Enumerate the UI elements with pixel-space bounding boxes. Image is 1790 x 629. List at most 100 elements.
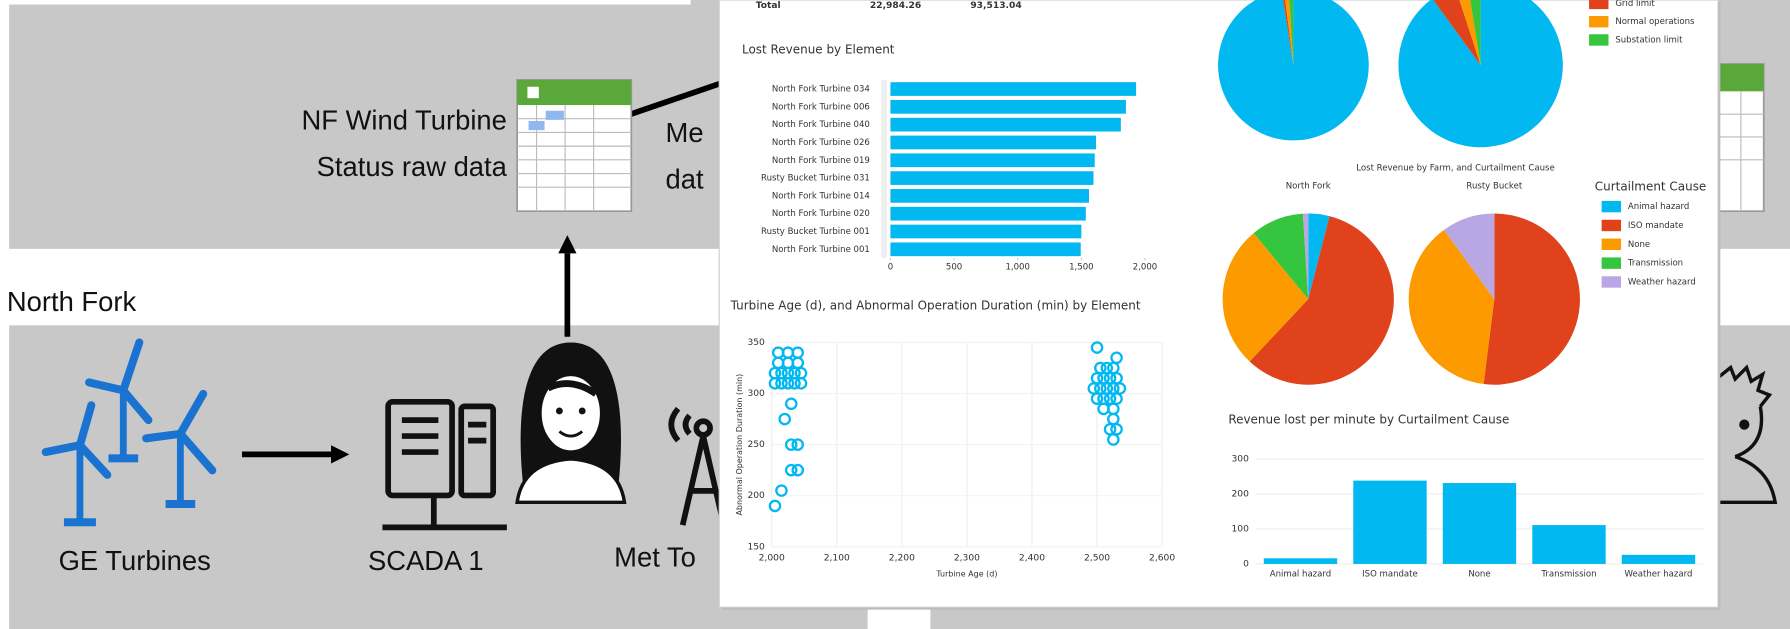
node-label: Met To xyxy=(614,542,696,573)
category-label: Rusty Bucket Turbine 031 xyxy=(761,174,870,184)
node-label: dat xyxy=(666,164,704,195)
scatter-point xyxy=(768,377,782,390)
x-tick-label: 2,300 xyxy=(954,554,980,564)
dashboard: Total 22,984.26 93,513.04 Lost Revenue b… xyxy=(718,0,1721,610)
scrollbar xyxy=(881,79,888,258)
y-tick-label: 100 xyxy=(1231,524,1249,534)
pie-slice xyxy=(1285,0,1294,66)
pie-slice xyxy=(1470,0,1481,66)
x-tick-label: None xyxy=(1468,570,1490,580)
legend-swatch xyxy=(1589,34,1609,46)
bar xyxy=(890,224,1082,239)
spreadsheet-icon xyxy=(1717,63,1765,213)
node-label: Status raw data xyxy=(317,151,508,182)
turbines-icon xyxy=(41,338,217,527)
pie-slice xyxy=(1433,0,1481,66)
bar xyxy=(890,82,1137,96)
bar xyxy=(1353,480,1427,564)
x-tick-label: 500 xyxy=(946,263,962,273)
x-tick-label: 2,000 xyxy=(1133,263,1157,273)
legend-label: Transmission xyxy=(1627,259,1683,269)
bar xyxy=(890,135,1096,150)
category-label: North Fork Turbine 026 xyxy=(772,138,870,148)
x-tick-label: 2,500 xyxy=(1084,554,1110,564)
spreadsheet-icon xyxy=(516,79,633,213)
bar xyxy=(1621,554,1696,564)
pie-slice xyxy=(1308,213,1330,300)
x-tick-label: 2,400 xyxy=(1019,554,1045,564)
pie-slice xyxy=(1253,213,1309,300)
bar xyxy=(890,100,1126,114)
legend-swatch xyxy=(1589,15,1609,28)
chart-title: Turbine Age (d), and Abnormal Operation … xyxy=(730,298,1141,312)
node-label: Me xyxy=(666,117,704,148)
scatter-point xyxy=(778,412,792,426)
scatter-point xyxy=(775,484,788,497)
x-tick-label: 2,000 xyxy=(759,554,785,564)
legend-swatch xyxy=(1601,219,1622,232)
y-tick-label: 350 xyxy=(747,338,765,348)
pie-slice xyxy=(1483,213,1580,385)
category-label: North Fork Turbine 040 xyxy=(772,120,870,130)
bar xyxy=(1263,558,1338,564)
pie-slice xyxy=(1218,0,1369,141)
category-label: North Fork Turbine 034 xyxy=(772,85,870,95)
x-axis-label: Turbine Age (d) xyxy=(935,570,997,579)
legend-swatch xyxy=(1601,276,1622,288)
bar xyxy=(890,206,1086,221)
scatter-point xyxy=(791,463,805,477)
x-tick-label: 2,600 xyxy=(1149,554,1175,564)
panel-gap xyxy=(0,0,691,5)
bar xyxy=(890,117,1121,132)
pie-slice xyxy=(1459,0,1481,66)
x-tick-label: 2,200 xyxy=(889,554,915,564)
chart-title: Revenue lost per minute by Curtailment C… xyxy=(1228,413,1509,427)
x-tick-label: 1,000 xyxy=(1005,263,1029,273)
legend-label: Normal operations xyxy=(1615,17,1695,27)
category-label: North Fork Turbine 001 xyxy=(772,245,870,255)
legend-label: Animal hazard xyxy=(1628,202,1689,212)
node-label: NF Wind Turbine xyxy=(301,104,506,135)
legend-label: ISO mandate xyxy=(1628,221,1684,231)
y-axis-label: Abnormal Operation Duration (min) xyxy=(735,374,744,516)
category-label: North Fork Turbine 019 xyxy=(772,156,870,166)
panel xyxy=(930,605,1790,629)
person-icon xyxy=(515,342,627,504)
x-tick-label: Transmission xyxy=(1540,570,1596,580)
tower-icon xyxy=(668,406,727,526)
x-tick-label: 0 xyxy=(888,263,893,273)
y-tick-label: 300 xyxy=(747,389,765,399)
scada-icon xyxy=(382,398,507,531)
pie-slice xyxy=(1302,213,1309,300)
y-tick-label: 150 xyxy=(747,542,765,552)
x-tick-label: Weather hazard xyxy=(1625,570,1693,580)
legend-swatch xyxy=(1601,257,1622,269)
chart-title: Lost Revenue by Farm, and Curtailment Ca… xyxy=(1356,163,1554,173)
bar xyxy=(1442,483,1517,564)
pie-slice xyxy=(1249,216,1394,385)
bar xyxy=(1532,525,1606,564)
scatter-point xyxy=(775,377,788,390)
x-tick-label: 1,500 xyxy=(1069,263,1093,273)
y-tick-label: 300 xyxy=(1231,454,1249,464)
category-label: North Fork Turbine 020 xyxy=(772,209,870,219)
pie-slice xyxy=(1408,229,1495,385)
legend-swatch xyxy=(1601,238,1622,251)
category-label: North Fork Turbine 006 xyxy=(772,102,870,112)
legend-title: Curtailment Cause xyxy=(1595,180,1707,194)
pie-slice xyxy=(1222,233,1309,362)
scatter-point xyxy=(791,438,805,451)
category-label: North Fork Turbine 014 xyxy=(772,191,870,201)
chart-title: Lost Revenue by Element xyxy=(742,43,895,57)
x-tick-label: 2,100 xyxy=(824,554,850,564)
scatter-point xyxy=(1090,341,1104,354)
legend-swatch xyxy=(1589,0,1609,10)
pie-slice xyxy=(1289,0,1294,66)
scatter-point xyxy=(1107,433,1120,446)
table-cell: 22,984.26 xyxy=(870,1,921,11)
bar xyxy=(890,171,1094,185)
node-label: GE Turbines xyxy=(59,545,211,576)
scatter-point xyxy=(788,377,801,390)
